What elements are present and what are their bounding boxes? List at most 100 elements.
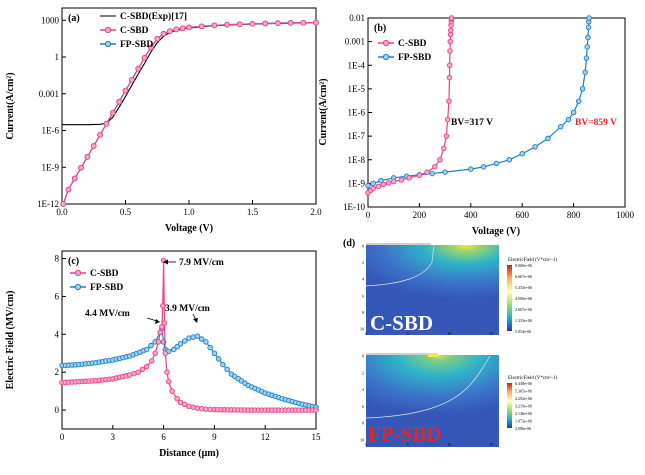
series-c-fp-point [143,346,150,353]
sim-fp_sbd-xtick: 15 [489,442,493,447]
series-a-c-point [103,120,110,127]
panel-c-plot [59,257,319,413]
series-b-c-point [446,74,453,81]
c-xtick-label: 15 [312,432,322,442]
series-b-c-point [375,183,382,190]
sim-fp_sbd-scale-value: 3.219e+06 [515,404,532,409]
series-b-fp-point [565,116,572,123]
sim-fp-plate [428,353,438,357]
panel-a: (a) 0.0 0.5 1.0 1.5 2.0 1E-12 1E-9 1E-6 0.001 1 10… [5,7,322,234]
series-b-fp-point [570,109,577,116]
series-c-c-point [135,369,141,375]
series-b-c-point [441,145,447,152]
arrow-peak-c-head [163,259,168,265]
c-ytick-label: 6 [55,291,60,301]
a-xtick-label: 0.0 [56,207,68,217]
b-ytick-label: 1E-5 [348,84,366,94]
panel-a-plot [60,19,319,207]
sim-fp_sbd-scale-value: 2.086e-06 [515,426,531,431]
series-b-fp-point [506,156,513,163]
sim-fp-colorbar [507,383,512,428]
series-b-c-point [446,98,452,104]
panel-b-legend: C-SBD FP-SBD [378,39,431,63]
b-ytick-label: 0.01 [349,13,365,23]
series-c-c-point [143,363,150,370]
a-xtick-label: 0.5 [120,207,132,217]
c-ytick-label: 0 [55,405,60,415]
series-b-c-point [437,156,443,163]
series-b-c-point [380,181,387,188]
sim-fp_sbd-ytick: 4 [362,387,364,392]
series-a-c-point [313,19,319,26]
series-a-c-point [224,21,230,28]
series-c-c-point [160,303,166,309]
series-c-c-point [165,378,172,385]
b-ytick-label: 1E-7 [348,131,366,141]
panel-c-annotations: 7.9 MV/cm 4.4 MV/cm 3.9 MV/cm [85,258,224,324]
series-c-fp-point [224,366,230,373]
series-b-c-point [424,169,430,175]
annotation-edge-c: 4.4 MV/cm [85,309,130,319]
series-a-exp-line [62,22,317,126]
series-b-c-point [448,27,454,34]
sim-fp-scale-labels: 6.438e+06 5.365e+06 4.292e+06 3.219e+06 2.14… [515,381,532,431]
sim-c-colorbar [507,265,512,331]
sim-fp_sbd-xtick: 0 [365,442,367,447]
panel-a-ticks: 0.0 0.5 1.0 1.5 2.0 1E-12 1E-9 1E-6 0.001 1 1000 [37,15,322,217]
series-a-c-point [179,25,186,32]
sim-fp_sbd-ytick: 10 [360,438,364,443]
b-ytick-label: 1E-8 [348,155,366,165]
series-a-c-point [262,20,269,27]
b-ytick-label: 1E-9 [348,178,366,188]
series-b-fp-point [575,98,582,104]
series-c-c-point [148,358,155,364]
series-a-c-point [97,131,103,138]
a-xtick-label: 1.0 [183,207,195,217]
panel-b: (b) 0 200 400 600 800 1000 1E-10 1E-9 1E-8 1E-7 1E… [318,13,635,237]
series-b-fp-point [442,169,448,175]
legend-c-c: C-SBD [90,269,119,279]
series-a-c-point [167,28,173,34]
c-xtick-label: 6 [161,432,166,442]
a-ytick-label: 1E-6 [42,126,60,136]
series-a-c-line [62,21,317,205]
series-a-fp-line [62,21,317,205]
panel-b-xlabel: Voltage (V) [472,226,520,237]
c-ytick-label: 8 [55,254,60,264]
sim-c_sbd-xtick: 0 [365,331,367,336]
series-c-c-point [159,323,165,330]
series-b-fp-point [378,177,384,184]
sim-c_sbd-ytick: 4 [362,277,364,282]
sim-fp_sbd-ytick: 6 [362,404,364,409]
series-c-c-point [162,350,169,357]
series-a-c-point [116,98,123,105]
series-b-fp-point [558,123,564,130]
series-a-c-point [173,26,180,33]
c-xtick-label: 0 [60,432,65,442]
panel-a-frame [61,7,317,205]
panel-c-xlabel: Distance (μm) [159,448,219,459]
legend-c-c-marker [74,269,82,277]
series-b-fp-point [365,182,371,189]
legend-b-c: C-SBD [398,39,427,49]
sim-fp_sbd-ytick: 2 [362,370,364,375]
legend-b-fp-marker [382,53,390,61]
b-ytick-label: 0.001 [345,37,365,47]
sim-c_sbd-ytick: 2 [362,260,364,265]
a-ytick-label: 1000 [41,15,60,25]
sim-fp-title: ElectricField (V*cm^-1) [508,376,557,381]
series-c-fp-point [220,361,226,368]
series-a-c-point [129,76,135,83]
series-b-fp-point [545,135,551,142]
sim-fp_sbd-scale-value: 5.365e+06 [515,389,532,394]
sim-c_sbd-scale-value: 8.000e+06 [515,263,532,268]
sim-fp_sbd-scale-value: 2.146e+06 [515,411,532,416]
sim-c-field-gradient [366,245,499,305]
series-b-fp-point [579,86,586,92]
sim-c_sbd-xtick: 5 [407,331,409,336]
sim-fp_sbd-ytick: 0 [362,354,364,359]
a-ytick-label: 1E-9 [42,162,60,172]
series-a-c-point [198,23,205,30]
